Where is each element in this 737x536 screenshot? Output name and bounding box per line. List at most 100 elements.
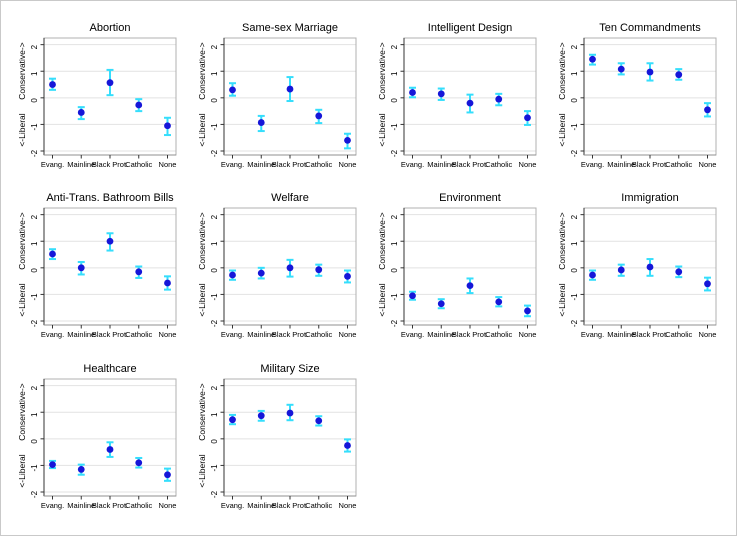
svg-text:<-Liberal: <-Liberal [377,113,387,146]
subplot-same-sex-marriage: Same-sex Marriage 2 1 0 -1 -2 Evang. Mainline B… [191,16,371,186]
svg-text:Conservative->: Conservative-> [377,212,387,269]
svg-text:-2: -2 [210,319,219,327]
subplot-healthcare: Healthcare 2 1 0 -1 -2 Evang. Mainline Black Pr… [11,357,191,527]
svg-text:2: 2 [210,214,219,219]
chart-title: Environment [439,192,501,204]
svg-text:2: 2 [390,44,399,49]
svg-text:Mainline: Mainline [247,160,275,169]
svg-text:Catholic: Catholic [305,330,332,339]
svg-text:0: 0 [30,439,39,444]
svg-text:2: 2 [30,214,39,219]
svg-text:-1: -1 [210,293,219,301]
svg-text:-1: -1 [210,464,219,472]
svg-text:-1: -1 [30,123,39,131]
svg-text:0: 0 [570,268,579,273]
svg-text:-2: -2 [30,319,39,327]
svg-text:-1: -1 [390,293,399,301]
svg-text:Conservative->: Conservative-> [197,42,207,99]
svg-text:None: None [699,160,717,169]
svg-text:Mainline: Mainline [67,160,95,169]
svg-text:None: None [159,330,177,339]
chart-title: Immigration [621,192,679,204]
svg-text:Mainline: Mainline [67,330,95,339]
svg-text:<-Liberal: <-Liberal [17,283,27,316]
svg-text:None: None [339,501,357,510]
svg-text:Evang.: Evang. [401,330,424,339]
subplot-immigration: Immigration 2 1 0 -1 -2 Evang. Mainline Black P… [551,186,731,356]
svg-text:<-Liberal: <-Liberal [197,283,207,316]
chart-title: Abortion [89,22,131,34]
svg-text:0: 0 [390,268,399,273]
svg-text:None: None [159,501,177,510]
svg-text:0: 0 [210,439,219,444]
svg-text:Black Prot.: Black Prot. [632,330,668,339]
svg-text:Black Prot.: Black Prot. [452,160,488,169]
svg-text:Evang.: Evang. [581,330,604,339]
svg-text:Evang.: Evang. [41,160,64,169]
svg-text:1: 1 [30,412,39,417]
svg-text:<-Liberal: <-Liberal [197,113,207,146]
svg-text:Catholic: Catholic [305,501,332,510]
svg-text:None: None [699,330,717,339]
svg-text:Evang.: Evang. [221,330,244,339]
svg-text:Conservative->: Conservative-> [557,212,567,269]
svg-text:Black Prot.: Black Prot. [92,330,128,339]
svg-text:1: 1 [30,241,39,246]
svg-text:<-Liberal: <-Liberal [557,113,567,146]
svg-text:2: 2 [570,44,579,49]
chart-title: Military Size [260,363,320,375]
svg-text:Evang.: Evang. [221,501,244,510]
chart-title: Same-sex Marriage [242,22,338,34]
svg-text:Black Prot.: Black Prot. [92,501,128,510]
svg-text:Catholic: Catholic [125,160,152,169]
svg-text:-2: -2 [210,490,219,498]
svg-text:1: 1 [390,241,399,246]
svg-text:Mainline: Mainline [247,501,275,510]
svg-text:Catholic: Catholic [665,330,692,339]
svg-text:0: 0 [390,98,399,103]
svg-text:0: 0 [30,268,39,273]
svg-text:Catholic: Catholic [125,330,152,339]
svg-text:None: None [519,330,537,339]
chart-title: Ten Commandments [599,22,701,34]
svg-text:<-Liberal: <-Liberal [557,283,567,316]
svg-text:Black Prot.: Black Prot. [452,330,488,339]
svg-text:-2: -2 [390,149,399,157]
svg-text:Black Prot.: Black Prot. [272,501,308,510]
chart-title: Healthcare [83,363,137,375]
svg-text:Conservative->: Conservative-> [377,42,387,99]
svg-text:1: 1 [570,71,579,76]
svg-text:2: 2 [30,385,39,390]
svg-text:Evang.: Evang. [401,160,424,169]
subplot-abortion: Abortion 2 1 0 -1 -2 Evang. Mainline Black Prot… [11,16,191,186]
svg-text:2: 2 [210,385,219,390]
svg-text:Conservative->: Conservative-> [17,383,27,440]
svg-text:<-Liberal: <-Liberal [17,113,27,146]
svg-text:-2: -2 [30,490,39,498]
svg-text:1: 1 [210,241,219,246]
svg-text:-1: -1 [570,123,579,131]
subplot-welfare: Welfare 2 1 0 -1 -2 Evang. Mainline Black Prot.… [191,186,371,356]
svg-text:-2: -2 [390,319,399,327]
svg-text:-1: -1 [390,123,399,131]
svg-text:Evang.: Evang. [221,160,244,169]
svg-text:-1: -1 [210,123,219,131]
svg-text:Catholic: Catholic [305,160,332,169]
svg-text:0: 0 [570,98,579,103]
svg-text:Evang.: Evang. [581,160,604,169]
svg-text:Mainline: Mainline [607,330,635,339]
svg-text:Conservative->: Conservative-> [197,212,207,269]
svg-text:<-Liberal: <-Liberal [377,283,387,316]
svg-text:Catholic: Catholic [485,160,512,169]
svg-text:Mainline: Mainline [247,330,275,339]
svg-text:1: 1 [570,241,579,246]
chart-title: Welfare [271,192,309,204]
svg-text:1: 1 [210,71,219,76]
